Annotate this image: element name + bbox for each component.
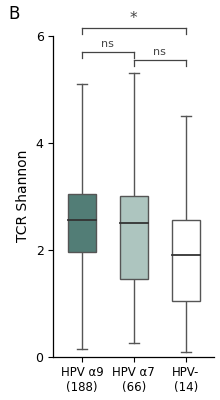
Text: ns: ns (153, 47, 166, 57)
Y-axis label: TCR Shannon: TCR Shannon (16, 150, 30, 242)
Text: B: B (8, 5, 20, 23)
Text: *: * (130, 11, 138, 26)
Bar (120, 196, 148, 279)
Bar (172, 220, 200, 300)
Bar (68, 194, 96, 252)
Text: ns: ns (101, 39, 114, 49)
